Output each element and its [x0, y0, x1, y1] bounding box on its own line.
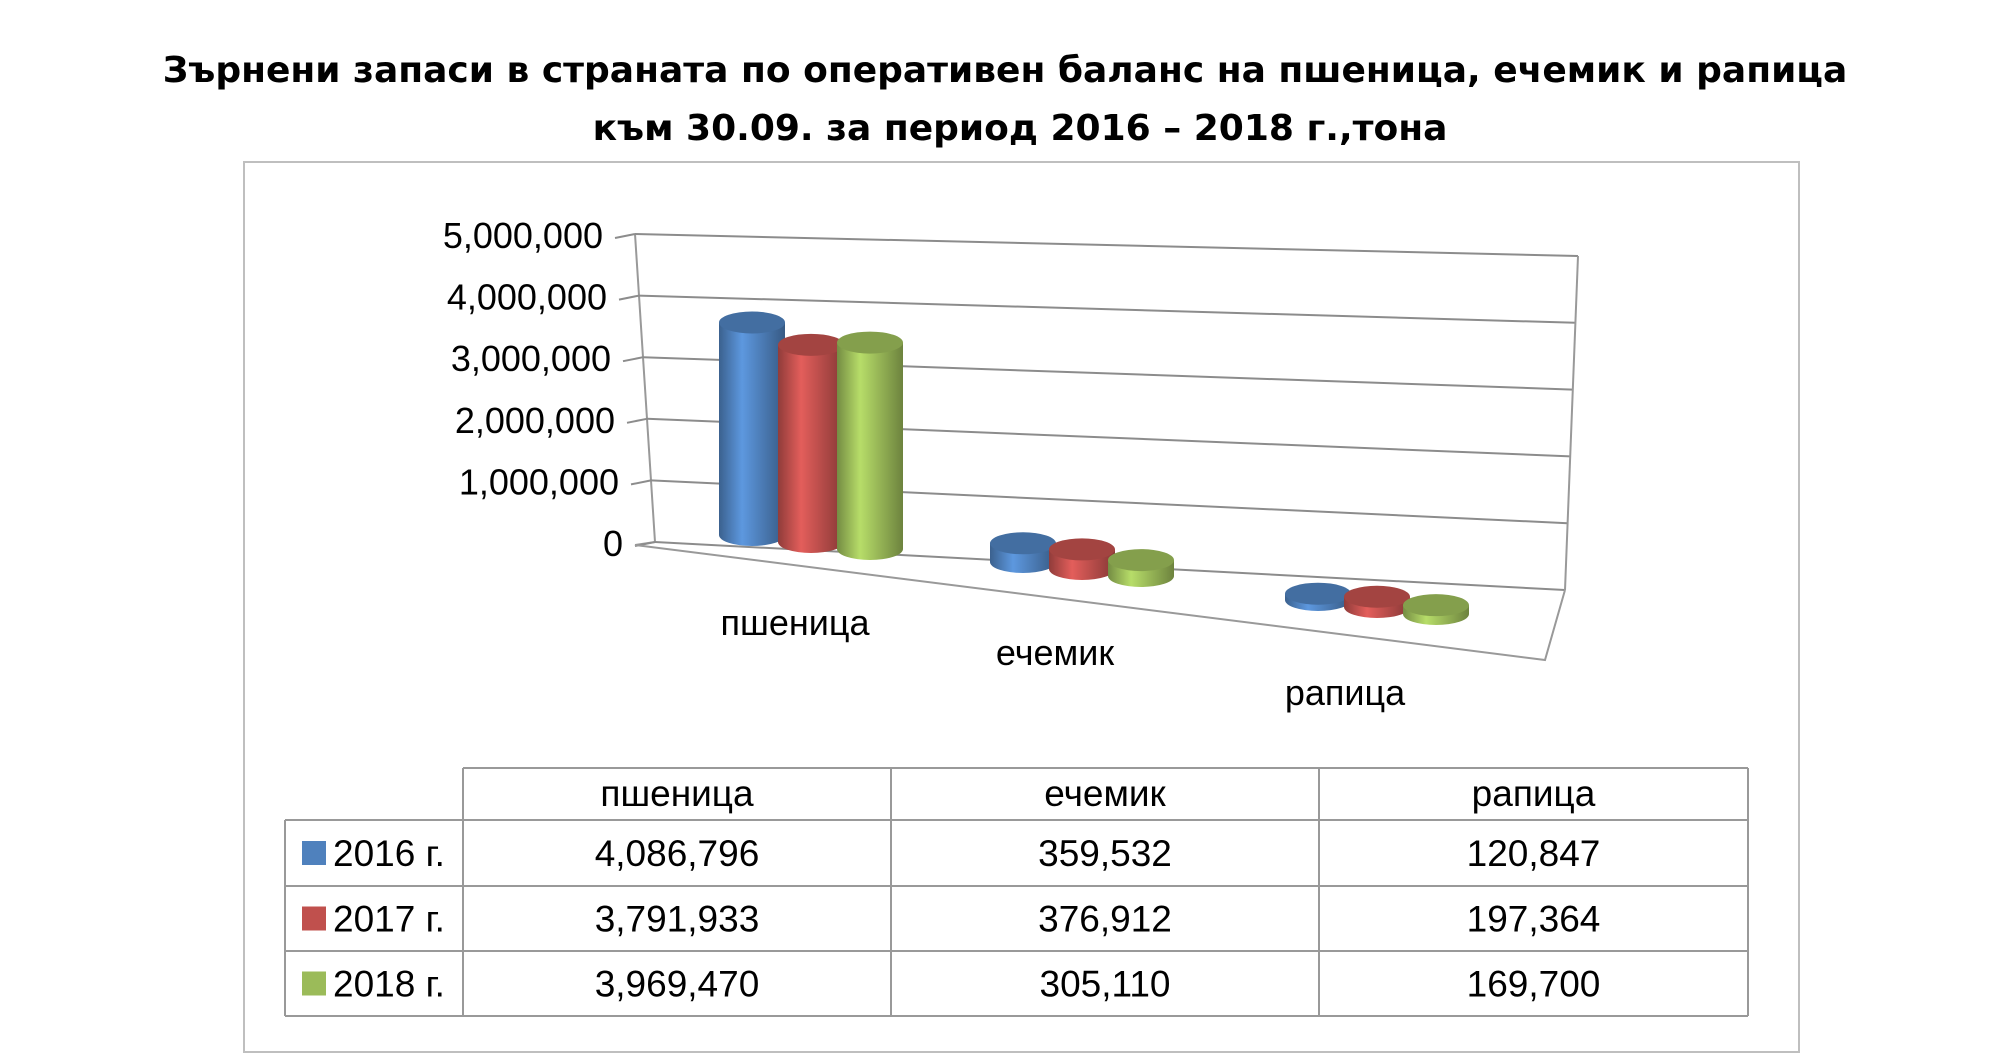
y-tick-mark — [618, 294, 640, 301]
gridline — [634, 233, 1579, 257]
y-tick-label: 1,000,000 — [459, 461, 619, 502]
chart-title: Зърнени запаси в страната по оперативен … — [0, 42, 2010, 158]
bar — [837, 331, 903, 560]
back-wall-edge — [1564, 255, 1579, 591]
y-tick-mark — [622, 356, 644, 363]
y-tick-label: 5,000,000 — [443, 215, 603, 256]
bar-body — [778, 344, 844, 553]
legend-swatch — [302, 906, 326, 931]
table-cell: 376,912 — [1038, 899, 1172, 940]
table-cell: 3,791,933 — [595, 899, 760, 940]
floor — [634, 544, 1566, 662]
legend-swatch — [302, 971, 326, 996]
bar — [1344, 585, 1410, 618]
table-cell: 4,086,796 — [595, 833, 760, 874]
bar — [719, 311, 785, 546]
bar-top — [1285, 582, 1351, 605]
table-cell: 197,364 — [1467, 899, 1601, 940]
bar-top — [837, 331, 903, 354]
chart-title-line2: към 30.09. за период 2016 – 2018 г.,тона — [592, 108, 1448, 149]
bar-top — [1108, 549, 1174, 572]
y-tick-mark — [626, 417, 648, 424]
bar — [1108, 549, 1174, 587]
bar-top — [1049, 538, 1115, 561]
bar — [1049, 538, 1115, 580]
x-tick-label: ечемик — [996, 632, 1114, 673]
y-tick-mark — [630, 479, 652, 486]
table-cell: 359,532 — [1038, 833, 1172, 874]
table-cell: 305,110 — [1040, 964, 1171, 1005]
table-header-cell: рапица — [1472, 773, 1596, 814]
x-axis-labels: пшеница ечемик рапица — [720, 602, 1406, 713]
x-tick-label: пшеница — [720, 602, 870, 643]
bar — [778, 333, 844, 553]
table-header-cell: ечемик — [1044, 773, 1166, 814]
bar-top — [778, 333, 844, 356]
bar — [1403, 594, 1469, 625]
y-tick-label: 0 — [603, 523, 623, 564]
bar — [1285, 582, 1351, 611]
bar-body — [837, 342, 903, 560]
legend-swatch — [302, 841, 326, 865]
gridline — [638, 294, 1576, 324]
table-cell: 120,847 — [1467, 833, 1601, 874]
y-tick-mark — [614, 233, 636, 239]
table-row-label: 2016 г. — [333, 833, 445, 874]
chart-title-line1: Зърнени запаси в страната по оперативен … — [162, 50, 1848, 91]
table-header-cell: пшеница — [600, 773, 754, 814]
bar-top — [719, 311, 785, 334]
table-row-label: 2018 г. — [333, 964, 445, 1005]
chart-frame — [243, 161, 1800, 1053]
y-tick-label: 3,000,000 — [451, 338, 611, 379]
x-tick-label: рапица — [1285, 672, 1406, 713]
table-row-label: 2017 г. — [333, 899, 445, 940]
bar-top — [990, 532, 1056, 555]
data-table: пшеница ечемик рапица 2016 г. 4,086,796 359,5… — [284, 767, 1749, 1017]
bar-body — [719, 322, 785, 546]
bar — [990, 532, 1056, 573]
y-tick-label: 2,000,000 — [455, 400, 615, 441]
bar-top — [1344, 585, 1410, 608]
bar-top — [1403, 594, 1469, 617]
y-tick-label: 4,000,000 — [447, 277, 607, 318]
bars — [719, 311, 1469, 625]
table-cell: 3,969,470 — [595, 964, 760, 1005]
side-wall — [634, 233, 657, 546]
y-axis-ticks: 0 1,000,000 2,000,000 3,000,000 4,000,000 5,0… — [443, 215, 623, 564]
table-cell: 169,700 — [1467, 964, 1601, 1005]
